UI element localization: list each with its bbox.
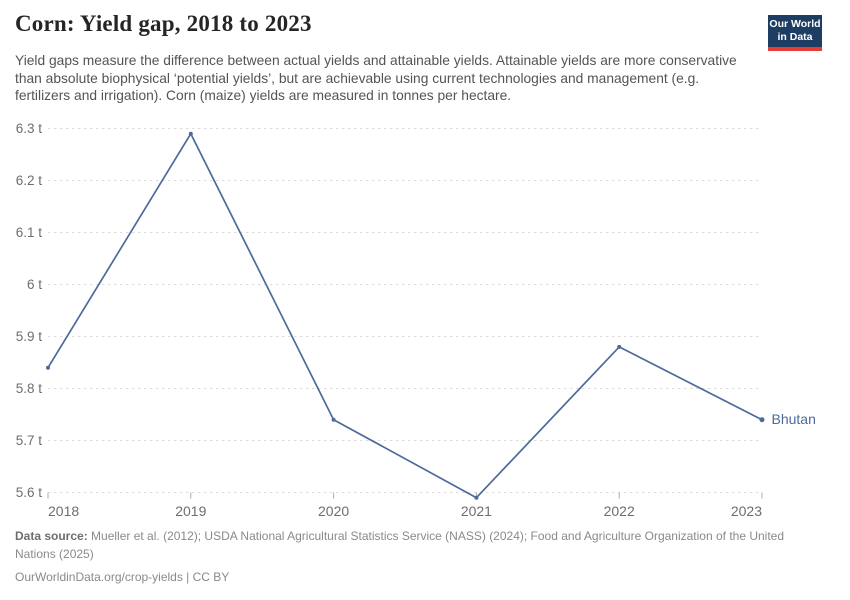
x-axis-tick-label: 2021 bbox=[461, 503, 492, 519]
series-line-bhutan[interactable] bbox=[47, 132, 763, 499]
y-axis-tick-label: 5.9 t bbox=[16, 329, 43, 344]
series-entity-label[interactable]: Bhutan bbox=[772, 411, 816, 427]
owid-logo-line1: Our World bbox=[769, 18, 821, 30]
line-chart-plot-area: 5.6 t 5.7 t 5.8 t 5.9 t 6 t 6.1 t 6.2 t 6.3 t 20… bbox=[16, 121, 816, 519]
data-source-label: Data source: bbox=[15, 529, 88, 543]
owid-logo-line2: in Data bbox=[777, 31, 813, 43]
y-axis-tick-label: 6.3 t bbox=[16, 121, 43, 136]
y-axis-tick-label: 5.8 t bbox=[16, 381, 43, 396]
y-axis-tick-label: 6.2 t bbox=[16, 173, 43, 188]
owid-logo[interactable]: Our World in Data bbox=[768, 15, 822, 51]
license-line: OurWorldinData.org/crop-yields | CC BY bbox=[15, 568, 815, 586]
data-point[interactable] bbox=[188, 131, 193, 136]
data-point[interactable] bbox=[46, 365, 50, 370]
chart-footer: Data source: Mueller et al. (2012); USDA… bbox=[15, 527, 815, 586]
data-point[interactable] bbox=[331, 417, 336, 422]
chart-title: Corn: Yield gap, 2018 to 2023 bbox=[15, 11, 312, 36]
x-axis-tick-label: 2023 bbox=[731, 503, 762, 519]
data-point[interactable] bbox=[474, 495, 479, 500]
x-axis-tick-label: 2018 bbox=[48, 503, 79, 519]
x-axis-tick-label: 2020 bbox=[318, 503, 349, 519]
y-axis-tick-label: 5.7 t bbox=[16, 433, 43, 448]
canonical-url-link[interactable]: OurWorldinData.org/crop-yields bbox=[15, 570, 183, 584]
chart-subtitle: Yield gaps measure the difference betwee… bbox=[15, 53, 737, 104]
x-axis-tick-label: 2019 bbox=[175, 503, 206, 519]
y-axis-tick-label: 6 t bbox=[27, 277, 42, 292]
license-link[interactable]: CC BY bbox=[192, 570, 230, 584]
y-axis-tick-label: 6.1 t bbox=[16, 225, 43, 240]
data-point[interactable] bbox=[617, 344, 622, 349]
data-source-line: Data source: Mueller et al. (2012); USDA… bbox=[15, 527, 815, 563]
x-axis-tick-label: 2022 bbox=[604, 503, 635, 519]
footer-separator: | bbox=[182, 570, 193, 584]
y-axis-tick-label: 5.6 t bbox=[16, 485, 43, 500]
data-point[interactable] bbox=[759, 417, 765, 423]
data-source-text: Mueller et al. (2012); USDA National Agr… bbox=[15, 529, 785, 561]
